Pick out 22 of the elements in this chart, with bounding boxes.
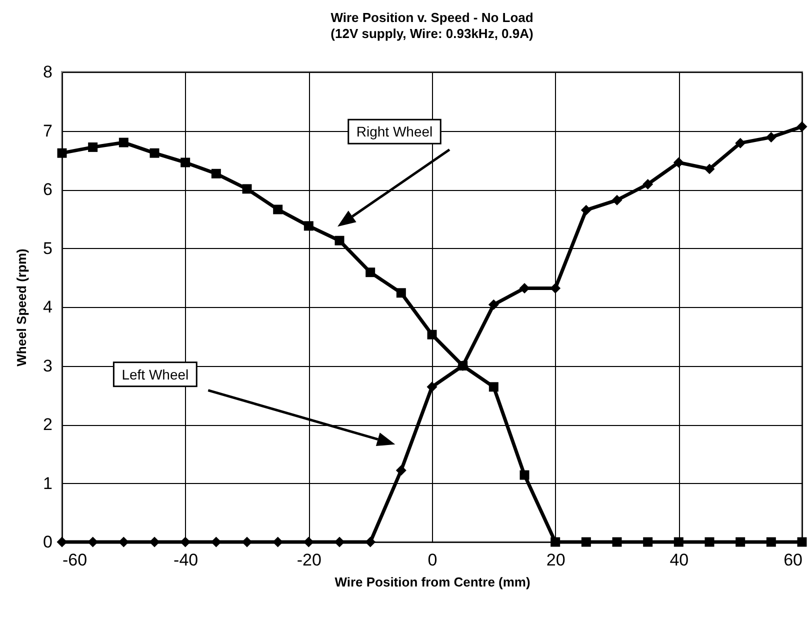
- x-tick-label: -60: [62, 550, 88, 570]
- x-tick-label: 60: [784, 550, 802, 570]
- y-tick-label: 1: [43, 474, 52, 493]
- y-tick-label: 2: [43, 415, 52, 434]
- x-tick-label: -40: [174, 550, 198, 570]
- y-tick-label: 3: [43, 356, 52, 376]
- y-tick-label: 8: [43, 62, 52, 82]
- chart-subtitle: (12V supply, Wire: 0.93kHz, 0.9A): [330, 26, 534, 41]
- x-tick-label: 40: [670, 550, 689, 570]
- y-tick-label: 5: [43, 238, 52, 258]
- y-tick-label: 4: [43, 298, 52, 316]
- x-tick-label: 0: [428, 550, 438, 570]
- y-axis-title: Wheel Speed (rpm): [14, 248, 30, 366]
- x-axis-title: Wire Position from Centre (mm): [334, 574, 530, 590]
- y-tick-label: 7: [43, 121, 52, 140]
- x-tick-label: -20: [296, 550, 322, 570]
- x-tick-label: 20: [546, 550, 566, 570]
- chart-title: Wire Position v. Speed - No Load: [330, 10, 534, 25]
- y-tick-label: 6: [43, 180, 52, 199]
- annotation: Left Wheel: [122, 366, 189, 382]
- annotation: Right Wheel: [356, 124, 433, 140]
- y-tick-label: 0: [43, 532, 52, 552]
